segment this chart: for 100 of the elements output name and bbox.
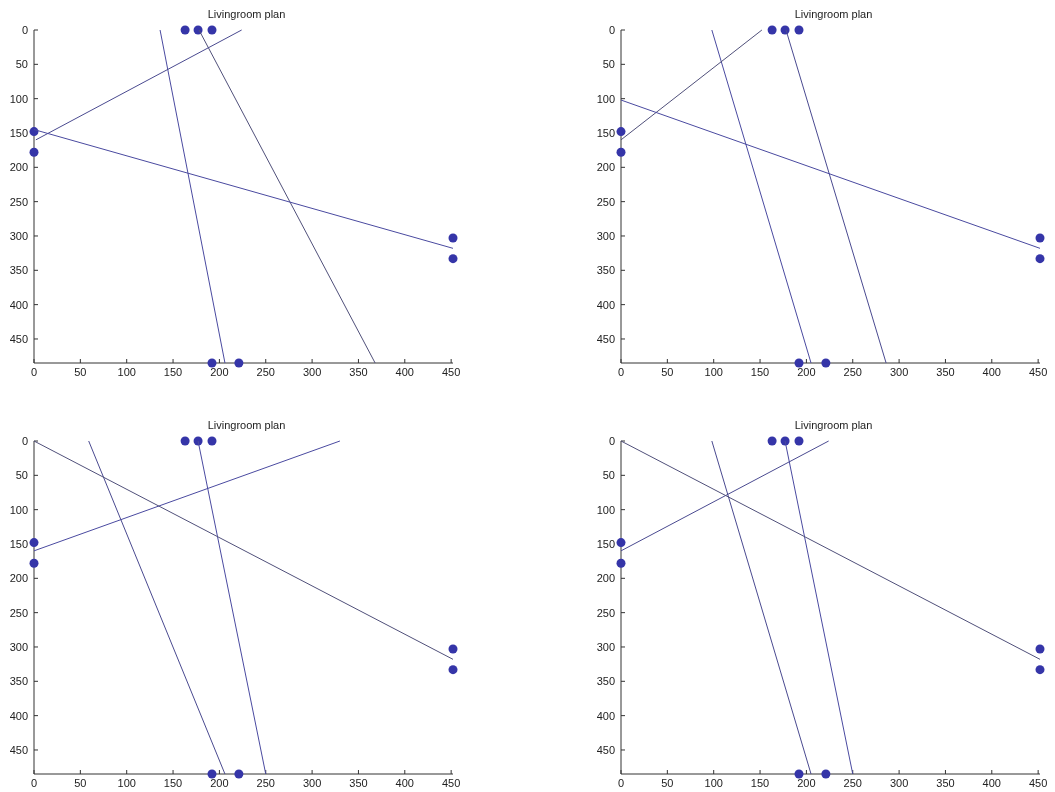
point — [821, 769, 831, 779]
point — [794, 436, 804, 446]
x-tick-label: 350 — [349, 366, 368, 378]
x-tick-label: 400 — [982, 777, 1001, 789]
y-tick-label: 350 — [596, 264, 615, 277]
x-tick-label: 50 — [661, 777, 674, 789]
y-tick-label: 50 — [602, 58, 615, 71]
x-tick-label: 400 — [395, 366, 414, 378]
y-tick-label: 150 — [9, 126, 28, 139]
x-tick-label: 50 — [74, 777, 87, 789]
x-tick-label: 300 — [889, 777, 909, 789]
y-tick-label: 450 — [596, 332, 615, 345]
x-tick-label: 50 — [661, 366, 674, 378]
y-tick-label: 150 — [596, 537, 615, 550]
x-tick-label: 350 — [936, 366, 955, 378]
point — [180, 25, 190, 35]
x-tick-label: 50 — [74, 366, 87, 378]
y-tick-label: 400 — [9, 709, 28, 722]
x-tick-label: 300 — [302, 366, 322, 378]
y-tick-label: 0 — [608, 24, 615, 36]
y-tick-label: 50 — [602, 469, 615, 482]
x-tick-label: 250 — [256, 366, 275, 378]
x-tick-label: 400 — [395, 777, 414, 789]
x-tick-label: 300 — [302, 777, 322, 789]
point — [448, 644, 458, 654]
y-tick-label: 150 — [596, 126, 615, 139]
point — [616, 147, 626, 157]
y-tick-label: 0 — [608, 435, 615, 447]
point — [234, 769, 244, 779]
x-tick-label: 0 — [30, 777, 38, 789]
x-tick-label: 250 — [256, 777, 275, 789]
point — [29, 538, 39, 548]
x-tick-label: 100 — [117, 777, 136, 789]
x-tick-label: 200 — [797, 366, 816, 378]
point — [767, 436, 777, 446]
chart-title: Livingroom plan — [794, 8, 873, 20]
y-tick-label: 300 — [9, 229, 28, 242]
y-tick-label: 200 — [9, 161, 28, 174]
y-tick-label: 200 — [596, 161, 615, 174]
point — [616, 558, 626, 568]
point — [794, 358, 804, 368]
x-tick-label: 350 — [349, 777, 368, 789]
x-tick-label: 350 — [936, 777, 955, 789]
y-tick-label: 400 — [596, 298, 615, 311]
x-tick-label: 0 — [617, 366, 625, 378]
point — [616, 538, 626, 548]
x-tick-label: 450 — [1028, 777, 1048, 789]
point — [448, 254, 458, 264]
point — [1035, 665, 1045, 675]
y-tick-label: 150 — [9, 537, 28, 550]
x-tick-label: 0 — [30, 366, 38, 378]
y-tick-label: 300 — [596, 229, 615, 242]
x-tick-label: 200 — [210, 777, 229, 789]
x-tick-label: 200 — [210, 366, 229, 378]
y-tick-label: 50 — [15, 58, 28, 71]
point — [207, 25, 217, 35]
x-tick-label: 100 — [704, 366, 723, 378]
chart-title: Livingroom plan — [207, 8, 286, 20]
x-tick-label: 150 — [750, 777, 770, 789]
x-tick-label: 0 — [617, 777, 625, 789]
y-tick-label: 450 — [9, 743, 28, 756]
point — [1035, 254, 1045, 264]
y-tick-label: 200 — [9, 572, 28, 585]
x-tick-label: 450 — [441, 777, 461, 789]
x-tick-label: 150 — [750, 366, 770, 378]
y-tick-label: 300 — [9, 640, 28, 653]
point — [794, 769, 804, 779]
x-tick-label: 400 — [982, 366, 1001, 378]
y-tick-label: 450 — [596, 743, 615, 756]
y-tick-label: 0 — [21, 435, 28, 447]
point — [767, 25, 777, 35]
point — [207, 769, 217, 779]
point — [180, 436, 190, 446]
y-tick-label: 100 — [596, 503, 615, 516]
y-tick-label: 250 — [9, 195, 28, 208]
y-tick-label: 100 — [9, 92, 28, 105]
y-tick-label: 350 — [596, 675, 615, 688]
y-tick-label: 250 — [9, 606, 28, 619]
y-tick-label: 0 — [21, 24, 28, 36]
point — [448, 665, 458, 675]
y-tick-label: 100 — [596, 92, 615, 105]
point — [794, 25, 804, 35]
point — [1035, 644, 1045, 654]
x-tick-label: 200 — [797, 777, 816, 789]
y-tick-label: 100 — [9, 503, 28, 516]
point — [207, 358, 217, 368]
x-tick-label: 250 — [843, 366, 862, 378]
point — [448, 233, 458, 243]
y-tick-label: 450 — [9, 332, 28, 345]
chart-title: Livingroom plan — [794, 419, 873, 431]
point — [234, 358, 244, 368]
point — [29, 558, 39, 568]
x-tick-label: 450 — [1028, 366, 1048, 378]
y-tick-label: 250 — [596, 195, 615, 208]
point — [29, 147, 39, 157]
point — [821, 358, 831, 368]
y-tick-label: 400 — [596, 709, 615, 722]
x-tick-label: 100 — [704, 777, 723, 789]
x-tick-label: 150 — [163, 366, 183, 378]
chart-title: Livingroom plan — [207, 419, 286, 431]
